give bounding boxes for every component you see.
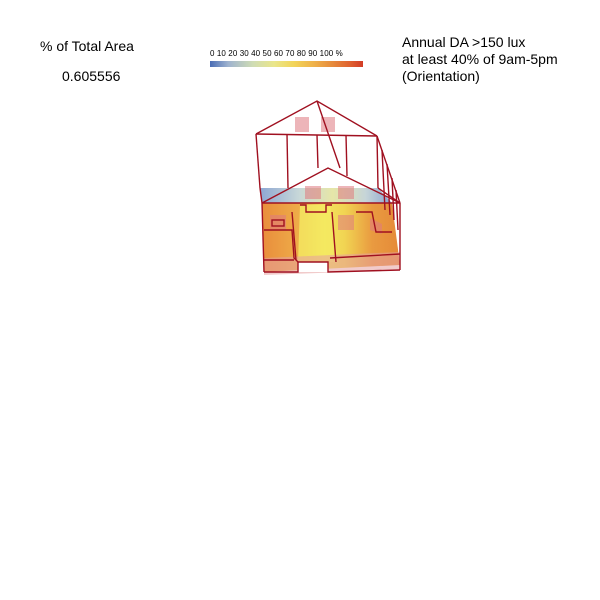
front-window-2 <box>338 186 354 199</box>
floor-bright-core <box>298 205 338 262</box>
metric-orientation: (Orientation) <box>402 68 480 84</box>
building-wireframe <box>255 100 401 273</box>
gable-window-left <box>295 117 309 132</box>
color-legend: 0 10 20 30 40 50 60 70 80 90 100 % <box>210 49 378 67</box>
side-window-1 <box>370 218 382 234</box>
front-window-3 <box>338 215 354 230</box>
total-area-value: 0.605556 <box>62 68 121 84</box>
metric-threshold: at least 40% of 9am-5pm <box>402 51 558 67</box>
total-area-title: % of Total Area <box>40 38 134 54</box>
metric-description: Annual DA >150 lux at least 40% of 9am-5… <box>402 34 558 85</box>
legend-scale-labels: 0 10 20 30 40 50 60 70 80 90 100 % <box>210 49 343 58</box>
metric-title: Annual DA >150 lux <box>402 34 526 50</box>
floor-notch <box>298 262 328 272</box>
front-window-1 <box>305 186 321 199</box>
legend-color-bar <box>210 61 363 67</box>
back-floor-zone <box>260 188 392 203</box>
